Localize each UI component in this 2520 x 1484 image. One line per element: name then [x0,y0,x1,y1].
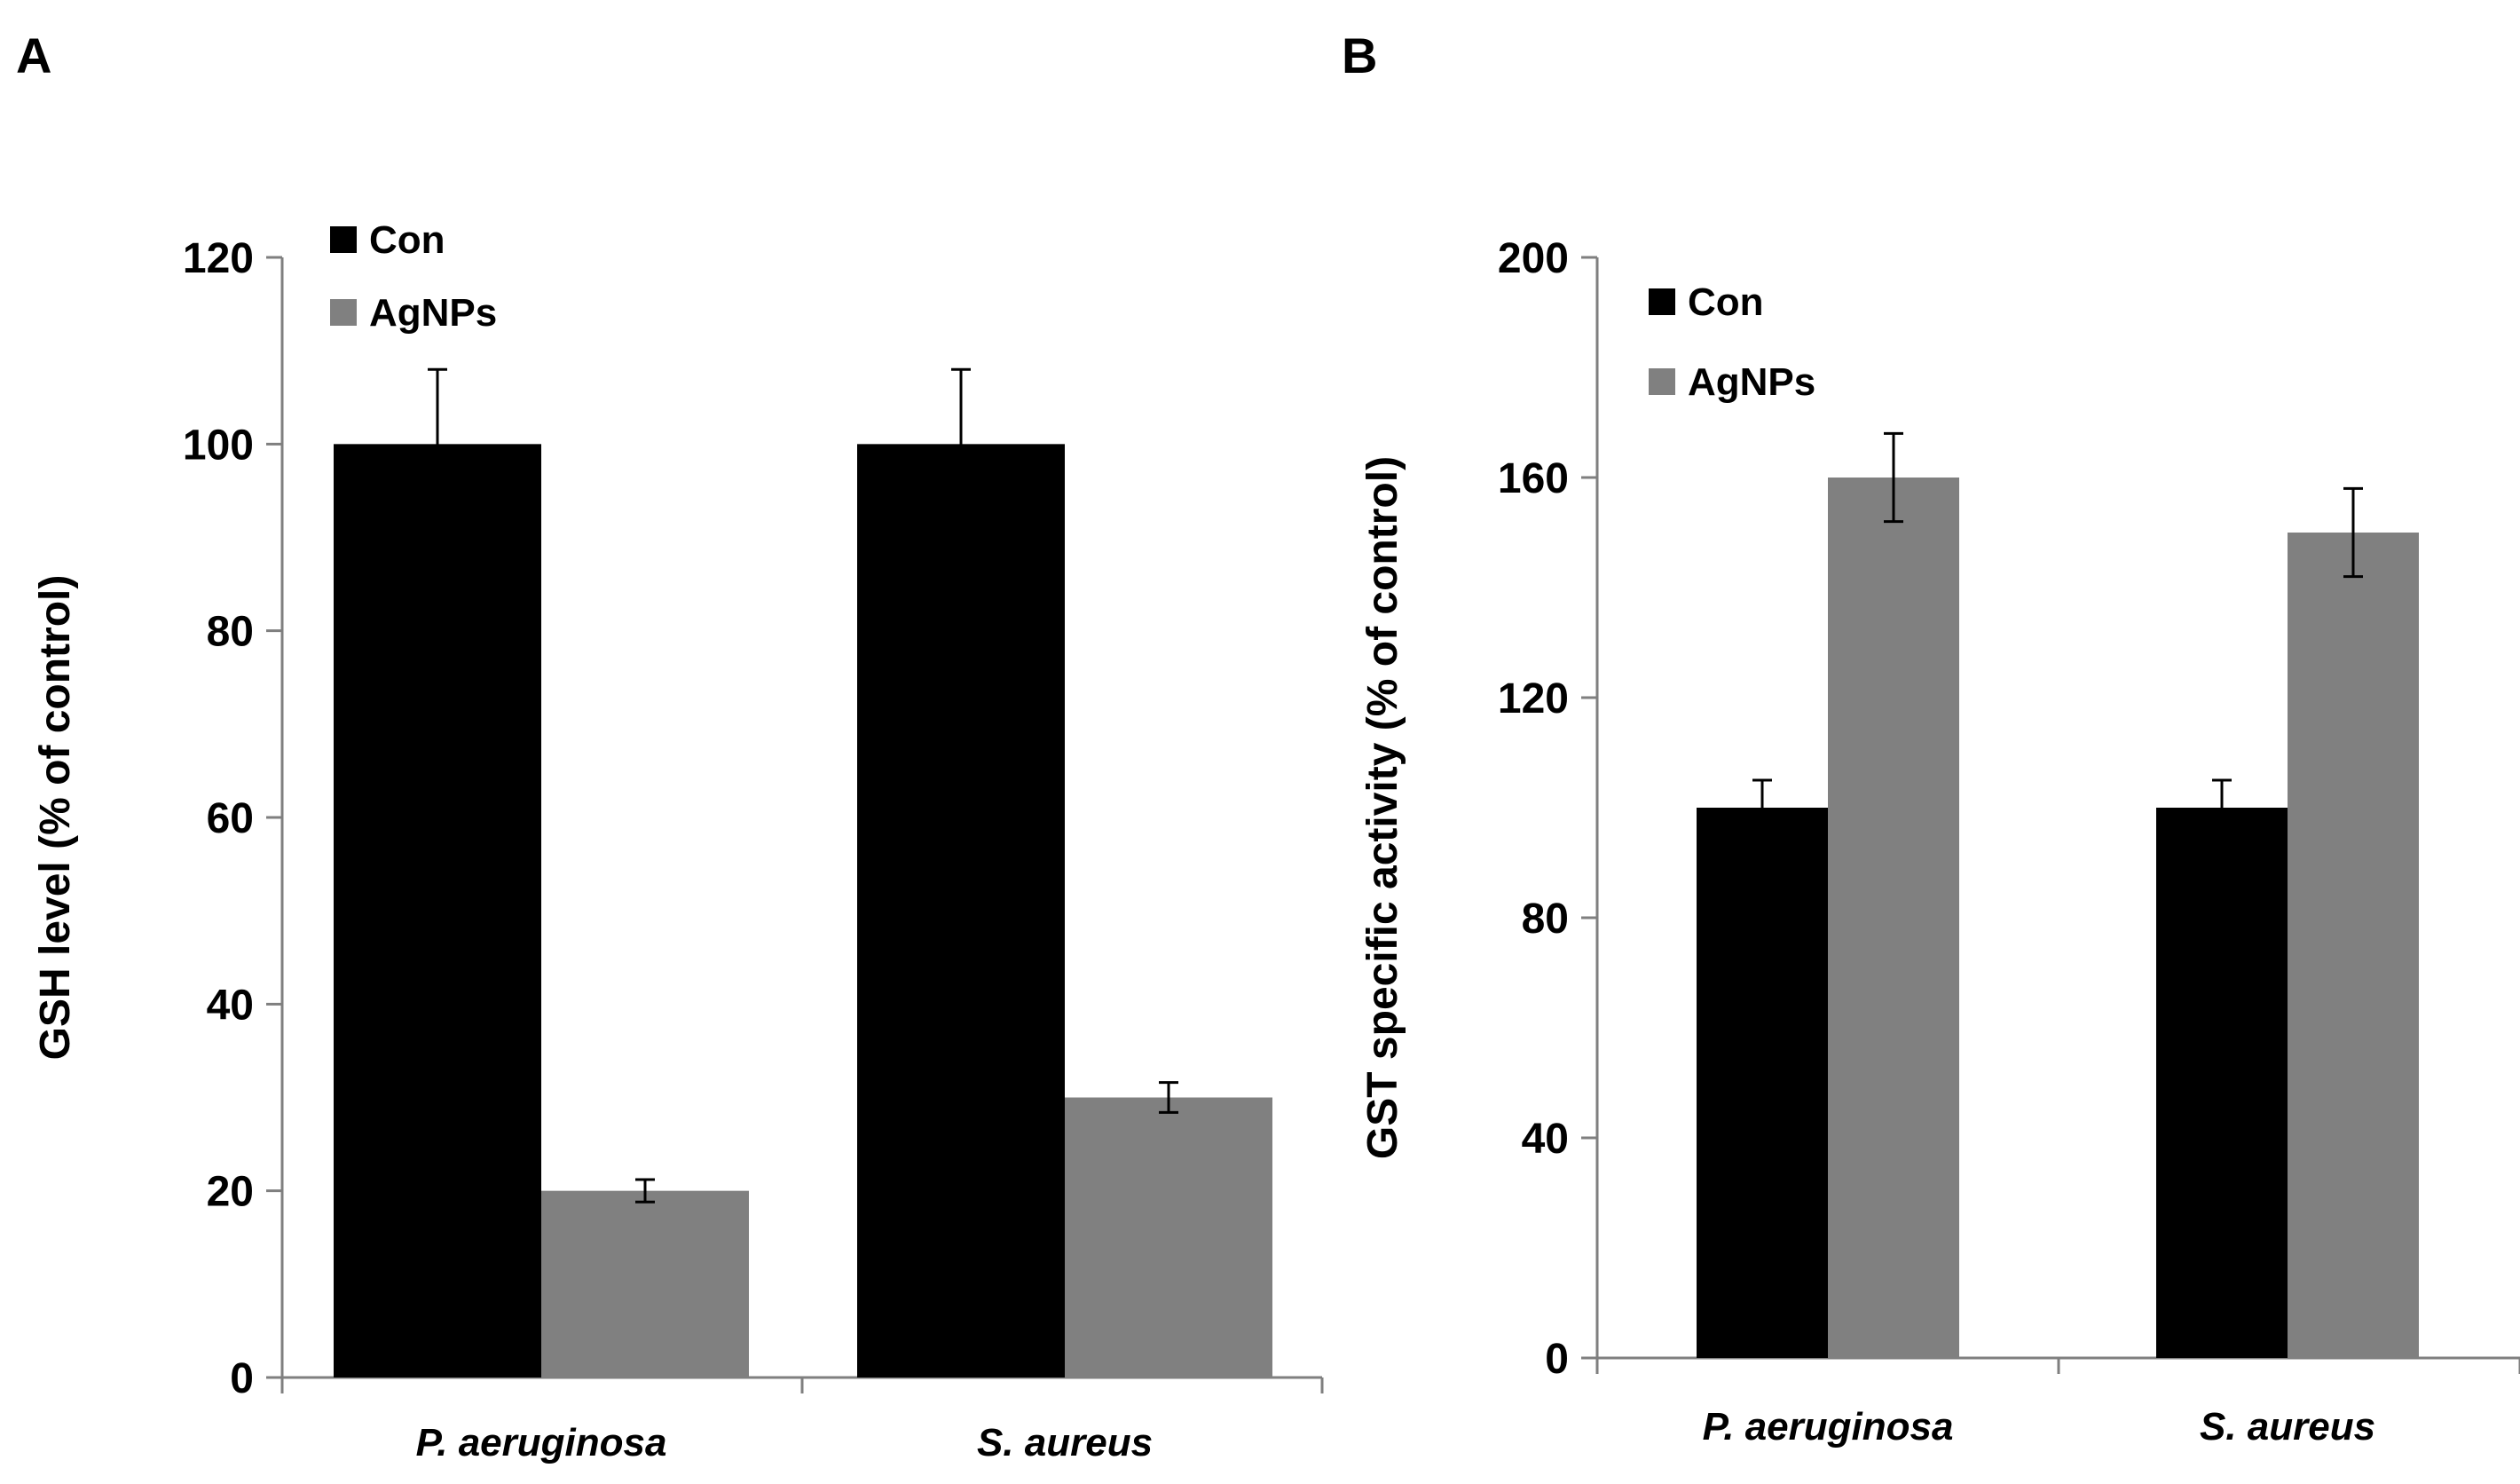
legend-label-agnps: AgNPs [1688,360,1815,404]
y-tick-label: 120 [1498,675,1569,722]
y-tick-label: 160 [1498,455,1569,502]
legend-label-agnps: AgNPs [369,291,497,335]
bar-agnps-p-aeruginosa [1828,478,1959,1358]
legend-swatch-agnps [1649,368,1675,395]
bar-agnps-s-aureus [2288,533,2419,1358]
legend-label-con: Con [369,218,445,262]
legend-swatch-con [330,226,357,253]
x-category-label: P. aeruginosa [1703,1405,1954,1448]
y-tick-label: 120 [183,235,254,282]
panel-b: B 0 40 80 120 160 200 GST specific activity (% … [1342,28,2520,1448]
panel-a: A 0 20 40 60 80 100 120 GSH level (% of control)… [16,28,1324,1464]
bar-con-p-aeruginosa [1697,808,1828,1358]
bar-con-s-aureus [857,444,1065,1377]
legend-swatch-con [1649,288,1675,315]
x-category-label: S. aureus [2200,1405,2375,1448]
y-axis-title: GSH level (% of control) [32,575,79,1061]
y-tick-label: 0 [1545,1336,1569,1383]
bar-con-p-aeruginosa [334,444,541,1377]
y-tick-label: 80 [1522,896,1569,943]
y-tick-label: 80 [207,609,254,656]
x-category-label: S. aureus [977,1421,1153,1464]
bar-agnps-s-aureus [1065,1097,1272,1377]
y-tick-label: 0 [230,1355,254,1402]
y-tick-label: 100 [183,422,254,469]
y-tick-label: 200 [1498,235,1569,282]
bar-con-s-aureus [2156,808,2288,1358]
legend-label-con: Con [1688,280,1764,324]
legend-swatch-agnps [330,299,357,326]
y-tick-label: 60 [207,795,254,842]
x-category-label: P. aeruginosa [416,1421,667,1464]
y-tick-label: 40 [207,982,254,1029]
y-tick-label: 40 [1522,1116,1569,1163]
y-axis-title: GST specific activity (% of control) [1359,456,1406,1159]
bar-agnps-p-aeruginosa [541,1190,749,1377]
panel-letter: B [1342,28,1377,83]
y-tick-label: 20 [207,1169,254,1216]
panel-letter: A [16,28,51,83]
